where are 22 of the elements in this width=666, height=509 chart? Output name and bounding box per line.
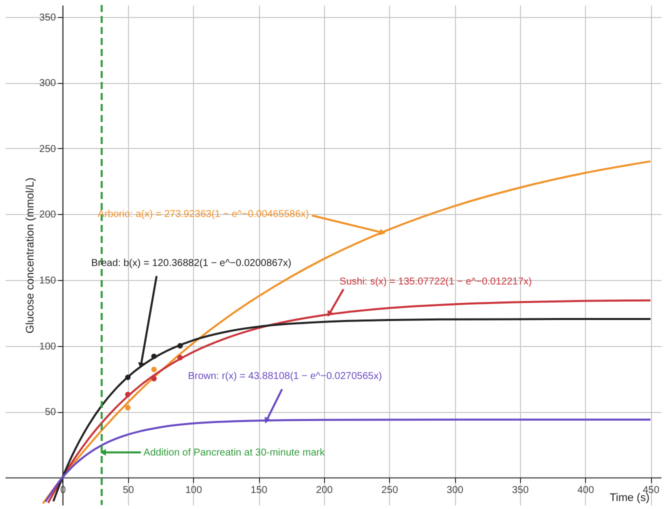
annotation: Addition of Pancreatin at 30-minute mark <box>144 447 326 458</box>
x-tick-label: 250 <box>381 484 398 496</box>
y-tick-label: 350 <box>39 12 56 24</box>
y-tick-label: 200 <box>39 210 56 221</box>
x-tick-label: 50 <box>122 484 134 496</box>
annotation: Arborio: a(x) = 273.92363(1 − e^−0.00465586x) <box>98 209 310 220</box>
x-tick-label: 300 <box>446 484 464 496</box>
x-tick-label: 200 <box>316 484 334 496</box>
y-axis-title: Glucose concentration (mmol/L) <box>24 178 36 334</box>
x-tick-label: 350 <box>512 484 530 496</box>
annotation: Bread: b(x) = 120.36882(1 − e^−0.0200867x) <box>91 258 292 269</box>
annotation: Sushi: s(x) = 135.07722(1 − e^−0.012217x) <box>340 276 532 288</box>
y-tick-label: 150 <box>39 276 56 286</box>
x-tick-label: 150 <box>250 484 268 496</box>
y-tick-label: 100 <box>39 341 56 352</box>
x-axis-title: Time (s) <box>610 492 650 504</box>
x-tick-label: 400 <box>577 484 594 496</box>
x-tick-label: 100 <box>185 484 202 496</box>
annotation: Brown: r(x) = 43.88108(1 − e^−0.0270565x) <box>188 371 382 382</box>
y-tick-label: 50 <box>44 407 56 418</box>
y-tick-label: 250 <box>39 144 56 155</box>
y-tick-label: 300 <box>39 78 56 90</box>
